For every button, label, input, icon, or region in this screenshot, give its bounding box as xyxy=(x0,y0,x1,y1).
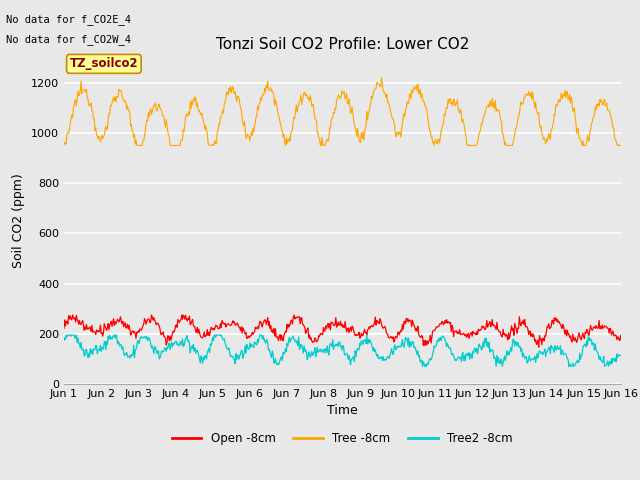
Text: TZ_soilco2: TZ_soilco2 xyxy=(70,58,138,71)
Text: No data for f_CO2E_4: No data for f_CO2E_4 xyxy=(6,14,131,25)
X-axis label: Time: Time xyxy=(327,405,358,418)
Title: Tonzi Soil CO2 Profile: Lower CO2: Tonzi Soil CO2 Profile: Lower CO2 xyxy=(216,37,469,52)
Legend: Open -8cm, Tree -8cm, Tree2 -8cm: Open -8cm, Tree -8cm, Tree2 -8cm xyxy=(167,428,518,450)
Text: No data for f_CO2W_4: No data for f_CO2W_4 xyxy=(6,34,131,45)
Y-axis label: Soil CO2 (ppm): Soil CO2 (ppm) xyxy=(12,173,26,268)
